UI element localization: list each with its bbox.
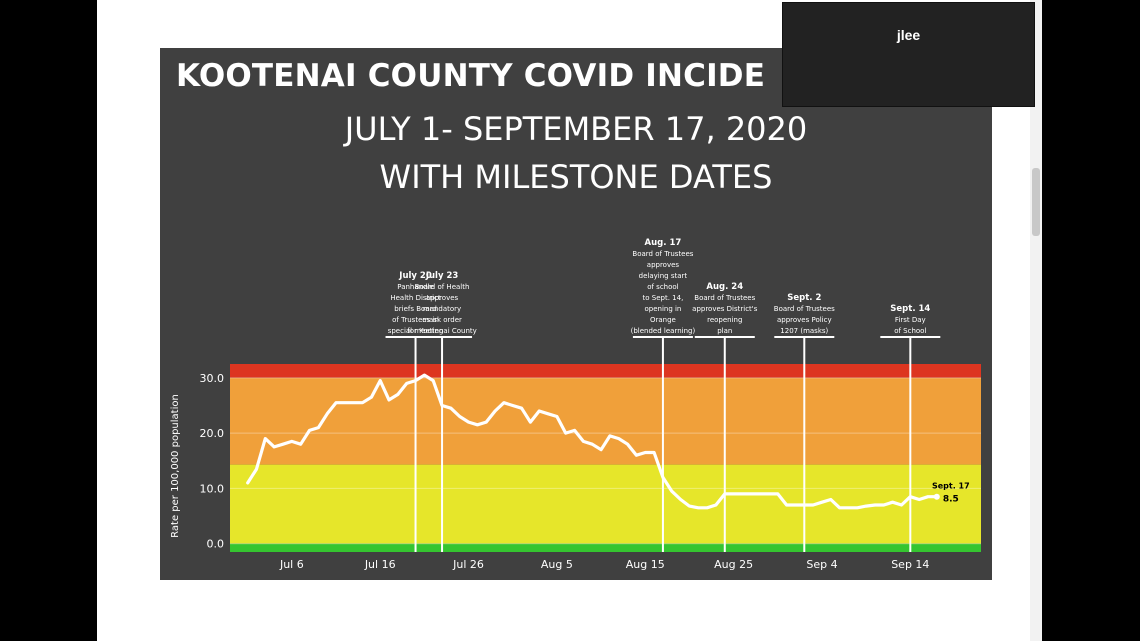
milestone-text: 1207 (masks) xyxy=(780,327,828,335)
milestone-text: special meeting xyxy=(388,327,444,335)
x-tick-label: Jul 26 xyxy=(452,558,484,571)
participant-video-tile[interactable]: jlee xyxy=(782,2,1035,107)
milestone-text: Orange xyxy=(650,316,676,324)
y-tick-label: 10.0 xyxy=(200,482,225,495)
milestone-title: Aug. 24 xyxy=(706,282,743,292)
slide-subtitle-milestones: WITH MILESTONE DATES xyxy=(379,158,773,196)
y-tick-label: 0.0 xyxy=(207,538,225,551)
milestone-text: (blended learning) xyxy=(631,327,696,335)
milestone-title: July 23 xyxy=(425,271,459,281)
x-tick-label: Sep 14 xyxy=(891,558,929,571)
milestone-text: of School xyxy=(894,327,926,335)
milestone-text: Board of Trustees xyxy=(694,294,755,302)
milestone-text: First Day xyxy=(895,316,926,324)
x-tick-label: Jul 6 xyxy=(279,558,304,571)
milestone-text: mandatory xyxy=(423,305,461,313)
milestone-text: reopening xyxy=(707,316,742,324)
milestone-text: approves xyxy=(426,294,459,302)
x-tick-label: Sep 4 xyxy=(806,558,837,571)
milestone-text: approves District's xyxy=(692,305,758,313)
milestone-text: Board of Trustees xyxy=(774,305,835,313)
milestone-text: Health District xyxy=(390,294,441,302)
milestone-text: of Trustees in xyxy=(392,316,439,324)
milestone-text: mask order xyxy=(422,316,462,324)
slide-title: KOOTENAI COUNTY COVID INCIDE xyxy=(176,58,766,94)
slide-subtitle-date-range: JULY 1- SEPTEMBER 17, 2020 xyxy=(344,110,808,148)
milestone-title: Sept. 14 xyxy=(890,304,930,314)
y-tick-label: 30.0 xyxy=(200,372,225,385)
milestone-text: briefs Board xyxy=(394,305,436,313)
band-orange xyxy=(230,377,981,465)
x-tick-label: Aug 5 xyxy=(541,558,573,571)
band-green xyxy=(230,543,981,552)
x-tick-label: Aug 15 xyxy=(626,558,665,571)
milestone-text: Board of Health xyxy=(415,283,470,291)
x-tick-label: Jul 16 xyxy=(364,558,396,571)
milestone-text: Panhandle xyxy=(397,283,434,291)
milestone-text: approves xyxy=(647,261,680,269)
y-tick-label: 20.0 xyxy=(200,427,225,440)
presentation-slide: KOOTENAI COUNTY COVID INCIDE JULY 1- SEP… xyxy=(160,48,992,580)
scrollbar[interactable] xyxy=(1030,0,1042,641)
milestone-title: July 20 xyxy=(398,271,432,281)
milestone-text: opening in xyxy=(644,305,681,313)
band-red xyxy=(230,364,981,378)
end-value-label: 8.5 xyxy=(943,495,959,505)
end-date-label: Sept. 17 xyxy=(932,482,970,491)
milestone-title: Sept. 2 xyxy=(787,293,821,303)
milestone-text: delaying start xyxy=(639,272,688,280)
milestone-text: to Sept. 14, xyxy=(643,294,684,302)
x-tick-label: Aug 25 xyxy=(714,558,753,571)
scrollbar-thumb[interactable] xyxy=(1032,168,1040,236)
participant-name: jlee xyxy=(896,27,921,43)
milestone-text: approves Policy xyxy=(777,316,832,324)
incidence-line xyxy=(246,373,939,510)
milestone-text: of school xyxy=(647,283,678,291)
milestone-text: Board of Trustees xyxy=(632,250,693,258)
y-axis-label: Rate per 100,000 population xyxy=(170,394,181,538)
end-point-marker xyxy=(933,493,940,500)
milestone-title: Aug. 17 xyxy=(645,238,682,248)
milestone-text: for Kootenai County xyxy=(407,327,477,335)
incidence-chart: 0.0 10.0 20.0 30.0 Rate per 100,000 populati… xyxy=(170,238,981,571)
band-yellow xyxy=(230,464,981,544)
milestone-text: plan xyxy=(717,327,732,335)
